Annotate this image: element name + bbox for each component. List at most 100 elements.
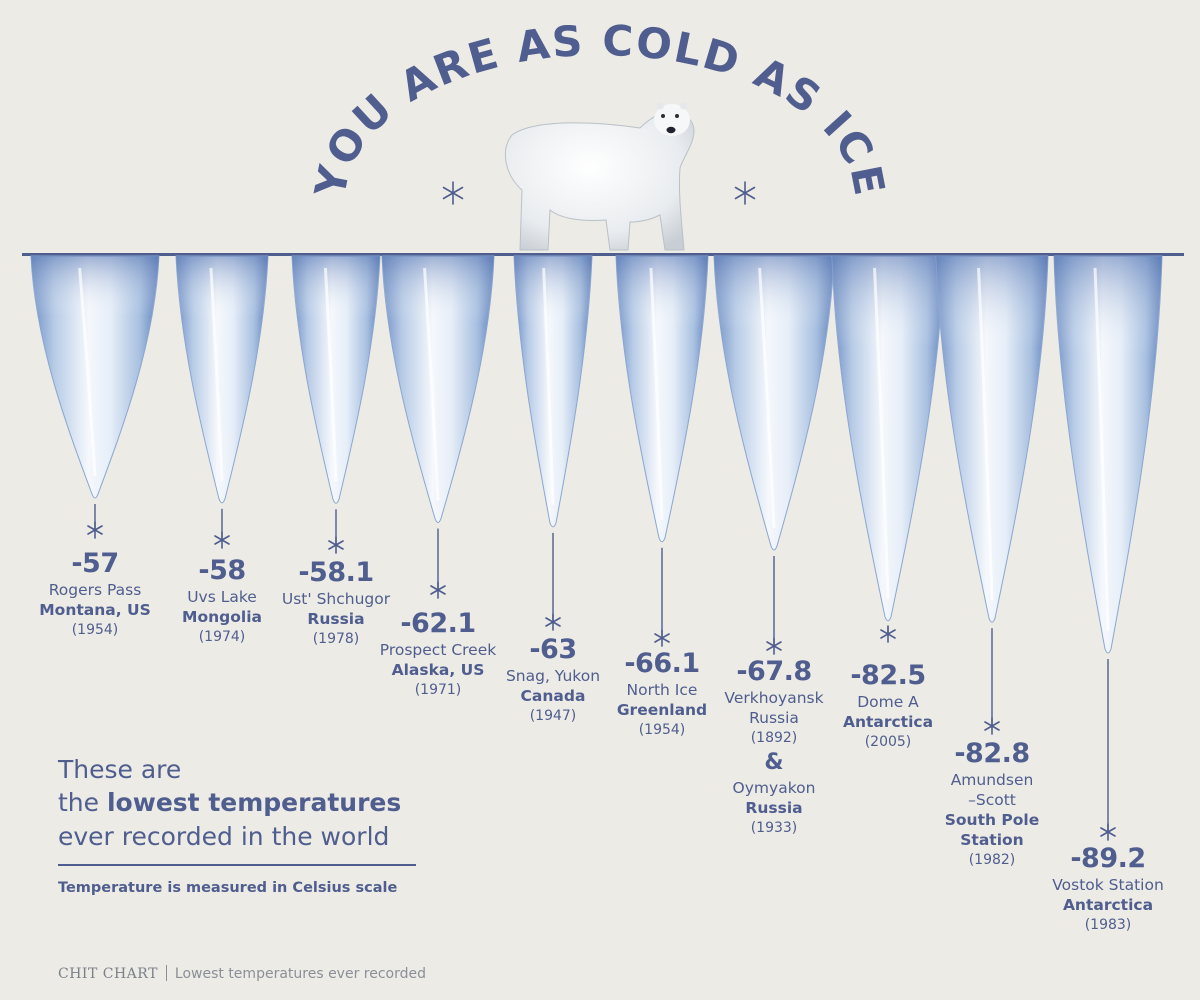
location-name: Snag, Yukon	[505, 667, 601, 685]
record-year: (1933)	[750, 820, 798, 836]
location-region: Station	[960, 831, 1024, 849]
location-region: Russia	[745, 799, 803, 817]
icicle-highlight	[209, 267, 224, 481]
data-label: -89.2 Vostok Station Antarctica (1983)	[1052, 843, 1164, 935]
snowflake-icon	[430, 581, 446, 599]
data-label: -58 Uvs Lake Mongolia (1974)	[182, 555, 262, 647]
data-label: -63 Snag, Yukon Canada (1947)	[506, 634, 600, 726]
icicle-highlight	[1093, 267, 1110, 632]
location-region: South Pole	[944, 811, 1040, 829]
record-year: (1954)	[71, 622, 119, 638]
location-name: Ust' Shchugor	[281, 590, 391, 608]
caption-divider	[58, 864, 416, 866]
data-label: -66.1 North Ice Greenland (1954)	[617, 648, 707, 740]
temperature-value: -57	[71, 548, 119, 579]
data-label: -67.8 Verkhoyansk Russia (1892) & Oymyakon Rus…	[724, 656, 823, 838]
icicle-highlight	[542, 267, 555, 505]
snowflake-icon	[1100, 823, 1116, 841]
ice-shelf-line	[22, 253, 1184, 256]
location-region: Antarctica	[1062, 896, 1154, 914]
icicle-highlight	[649, 267, 664, 520]
snowflake-icon	[654, 629, 670, 647]
data-label: -82.5 Dome A Antarctica (2005)	[843, 660, 933, 752]
footer: CHIT CHART Lowest temperatures ever recor…	[58, 965, 426, 982]
icicle-highlight	[977, 267, 994, 601]
icicle-highlight	[758, 267, 776, 529]
caption-note: Temperature is measured in Celsius scale	[58, 880, 398, 896]
data-label: -58.1 Ust' Shchugor Russia (1978)	[282, 557, 390, 649]
snowflake-icon	[328, 536, 344, 554]
footer-separator	[165, 965, 167, 981]
snowflake-icon	[442, 181, 464, 205]
location-name: Verkhoyansk	[724, 689, 824, 707]
snowflake-icon	[880, 625, 896, 643]
location-region: Greenland	[616, 701, 708, 719]
caption-line-1: These are	[58, 755, 182, 784]
brand-logo: CHIT CHART	[58, 966, 158, 982]
icicle-shade	[514, 256, 592, 527]
snowflake-icon	[545, 613, 561, 631]
icicle-shade	[616, 256, 708, 542]
caption-line-2-bold: lowest temperatures	[106, 788, 402, 817]
record-year: (1971)	[414, 682, 462, 698]
location-name: Dome A	[857, 693, 919, 711]
location-name: Russia	[749, 709, 799, 727]
temperature-value: -58	[198, 555, 246, 586]
icicle-highlight	[423, 267, 440, 501]
temperature-value: -67.8	[736, 656, 812, 687]
snowflake-icon	[87, 521, 103, 539]
caption-line-2: the lowest temperatures	[58, 786, 438, 820]
polar-bear-illustration	[504, 102, 695, 251]
location-region: Antarctica	[842, 713, 934, 731]
temperature-value: -66.1	[624, 648, 700, 679]
icicle-shade	[832, 256, 944, 621]
location-region: Alaska, US	[391, 661, 485, 679]
record-year: (1978)	[312, 631, 360, 647]
record-year: (1974)	[198, 629, 246, 645]
icicle-highlight	[873, 267, 890, 599]
snowflake-icon	[766, 637, 782, 655]
caption-block: These are the lowest temperatures ever r…	[58, 754, 438, 896]
record-year: (1954)	[638, 722, 686, 738]
data-label: -57 Rogers Pass Montana, US (1954)	[39, 548, 151, 640]
temperature-value: -63	[529, 634, 577, 665]
temperature-value: -82.8	[954, 738, 1030, 769]
icicle-highlight	[78, 267, 97, 477]
record-year: (1947)	[529, 708, 577, 724]
data-label: -82.8 Amundsen –Scott South Pole Station (198…	[945, 738, 1040, 870]
icicle-shade	[292, 256, 380, 504]
icicle-shade	[176, 256, 268, 503]
snowflake-icon	[214, 531, 230, 549]
caption-line-3: ever recorded in the world	[58, 822, 390, 851]
record-year: (1892)	[750, 730, 798, 746]
temperature-value: -62.1	[400, 608, 476, 639]
snowflake-icon	[734, 181, 756, 205]
location-region: Russia	[307, 610, 365, 628]
location-name: Rogers Pass	[48, 581, 142, 599]
location-name: Prospect Creek	[379, 641, 497, 659]
temperature-value: -58.1	[298, 557, 374, 588]
icicle-shade	[31, 256, 159, 498]
location-name: Uvs Lake	[187, 588, 257, 606]
record-year: (2005)	[864, 734, 912, 750]
location-name: –Scott	[968, 791, 1016, 809]
record-year: (1982)	[968, 852, 1016, 868]
location-name: Amundsen	[950, 771, 1034, 789]
location-region: Mongolia	[182, 608, 262, 626]
location-name: North Ice	[626, 681, 698, 699]
record-year: (1983)	[1084, 917, 1132, 933]
data-label: -62.1 Prospect Creek Alaska, US (1971)	[380, 608, 496, 700]
icicle-shade	[936, 256, 1048, 623]
snowflake-icon	[984, 717, 1000, 735]
location-region: Canada	[520, 687, 586, 705]
caption-line-2-pre: the	[58, 788, 107, 817]
location-region: Montana, US	[39, 601, 151, 619]
footer-text: Lowest temperatures ever recorded	[174, 966, 427, 982]
location-name: Vostok Station	[1052, 876, 1164, 894]
icicle-highlight	[323, 267, 338, 482]
temperature-value: -89.2	[1070, 843, 1146, 874]
icicle-shade	[382, 256, 494, 523]
location-name: Oymyakon	[732, 779, 816, 797]
icicle-shade	[714, 256, 834, 550]
